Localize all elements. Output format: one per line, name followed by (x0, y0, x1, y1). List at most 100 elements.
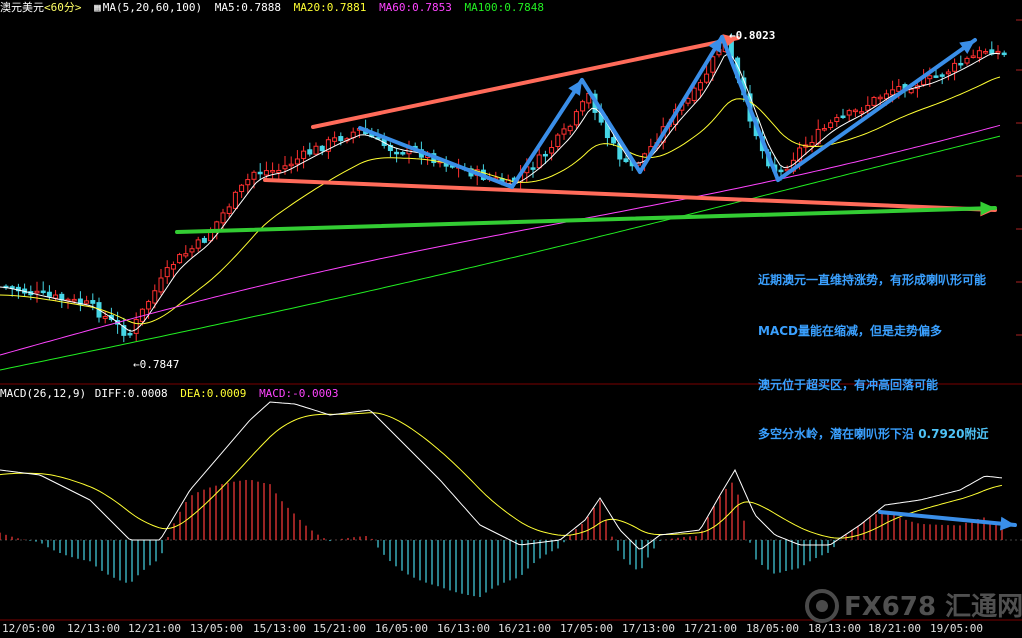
candle-body-23 (146, 301, 152, 310)
candle-body-157 (976, 50, 982, 59)
ma20-line (0, 76, 1001, 325)
symbol-label: 澳元美元 (0, 1, 44, 14)
ma20-label: MA20:0.7881 (293, 1, 367, 14)
candle-body-50 (313, 145, 319, 155)
candle-body-11 (71, 298, 77, 302)
candle-body-14 (90, 300, 96, 304)
candle-body-35 (220, 212, 226, 224)
candle-body-63 (394, 151, 400, 155)
candle-body-64 (400, 152, 406, 155)
annotation-overbought: 澳元位于超买区，有冲高回落可能 (758, 378, 939, 392)
wave-seg-3 (720, 35, 780, 182)
candle-body-36 (226, 206, 232, 214)
candle-body-136 (846, 110, 852, 116)
candle-body-31 (195, 239, 201, 249)
annotation-support-text: 多空分水岭，潜在喇叭形下沿 (758, 427, 915, 441)
candle-body-111 (691, 87, 697, 101)
candle-body-88 (549, 147, 555, 154)
candle-body-41 (257, 171, 263, 175)
candle-body-21 (133, 319, 139, 334)
candle-body-38 (239, 184, 245, 193)
candle-body-113 (704, 73, 710, 83)
candle-body-98 (611, 137, 617, 144)
candle-body-132 (821, 128, 827, 131)
macd-spec-label: MACD(26,12,9) (0, 387, 87, 400)
support-trendline (175, 206, 997, 234)
candle-body-139 (865, 104, 871, 111)
ma60-line (0, 124, 1001, 356)
macd-panel-header: MACD(26,12,9) DIFF:0.0008 DEA:0.0009 MAC… (0, 386, 345, 402)
x-tick-13: 18/13:00 (808, 622, 861, 635)
candle-body-16 (102, 316, 108, 319)
candle-body-141 (877, 96, 883, 100)
candle-body-161 (1001, 52, 1007, 56)
macd-histogram (0, 479, 1003, 598)
candle-body-93 (580, 101, 586, 112)
candle-body-52 (325, 139, 331, 152)
chart-type-icon[interactable]: ▦ (94, 1, 101, 14)
ma5-label: MA5:0.7888 (214, 1, 281, 14)
x-tick-5: 15/21:00 (313, 622, 366, 635)
candle-body-43 (270, 169, 276, 173)
candle-body-19 (121, 325, 127, 336)
candle-body-49 (307, 149, 313, 155)
macd-divergence-arrow (878, 510, 1017, 527)
annotation-trend: 近期澳元一直维持涨势，有形成喇叭形可能 (758, 273, 987, 287)
wave-up-3 (776, 38, 977, 182)
dea-label: DEA:0.0009 (180, 387, 247, 400)
candle-body-12 (77, 298, 83, 305)
candle-body-86 (536, 154, 542, 169)
candle-body-90 (561, 128, 567, 135)
candle-body-140 (871, 96, 877, 106)
ma60-label: MA60:0.7853 (379, 1, 452, 14)
x-tick-1: 12/13:00 (67, 622, 120, 635)
ma100-label: MA100:0.7848 (464, 1, 545, 14)
ma-spec-label: MA(5,20,60,100) (102, 1, 203, 14)
candle-body-150 (933, 75, 939, 78)
candle-body-130 (809, 142, 815, 147)
candle-body-51 (319, 145, 325, 152)
candle-body-40 (251, 171, 257, 180)
candle-body-54 (338, 136, 344, 142)
diff-line (0, 401, 1003, 550)
x-tick-14: 18/21:00 (868, 622, 921, 635)
candle-body-155 (964, 57, 970, 64)
candle-body-6 (40, 290, 46, 294)
candle-body-114 (710, 56, 716, 73)
period-label[interactable]: <60分> (44, 1, 82, 14)
candle-body-5 (34, 290, 40, 294)
x-tick-6: 16/05:00 (375, 622, 428, 635)
candle-body-99 (617, 143, 623, 160)
x-tick-12: 18/05:00 (746, 622, 799, 635)
candle-body-144 (896, 86, 902, 92)
candle-body-24 (152, 290, 158, 304)
candle-body-8 (53, 294, 59, 299)
candle-body-28 (177, 254, 183, 264)
candle-body-134 (834, 117, 840, 122)
candle-body-26 (164, 267, 170, 278)
candle-body-32 (201, 237, 207, 243)
candle-body-153 (952, 62, 958, 72)
candle-body-53 (332, 137, 338, 142)
candle-body-149 (927, 75, 933, 80)
wave-up-1-head (568, 80, 582, 96)
candle-body-125 (778, 169, 784, 173)
candle-body-160 (995, 50, 1001, 54)
candle-body-110 (685, 98, 691, 104)
x-tick-2: 12/21:00 (128, 622, 181, 635)
high-price-label: ←0.8023 (729, 29, 776, 42)
x-tick-10: 17/13:00 (622, 622, 675, 635)
wave-up-3-head (959, 40, 975, 55)
x-tick-15: 19/05:00 (930, 622, 983, 635)
candle-body-46 (288, 163, 294, 167)
candle-body-100 (623, 158, 629, 163)
candle-body-2 (15, 286, 21, 292)
candle-body-44 (276, 169, 282, 173)
candle-body-92 (573, 111, 579, 126)
macd-divergence-arrow-head (999, 516, 1015, 531)
candle-body-87 (542, 153, 548, 157)
candle-body-29 (183, 253, 189, 257)
candle-body-135 (840, 115, 846, 119)
candle-body-30 (189, 248, 195, 253)
candle-body-152 (945, 71, 951, 75)
